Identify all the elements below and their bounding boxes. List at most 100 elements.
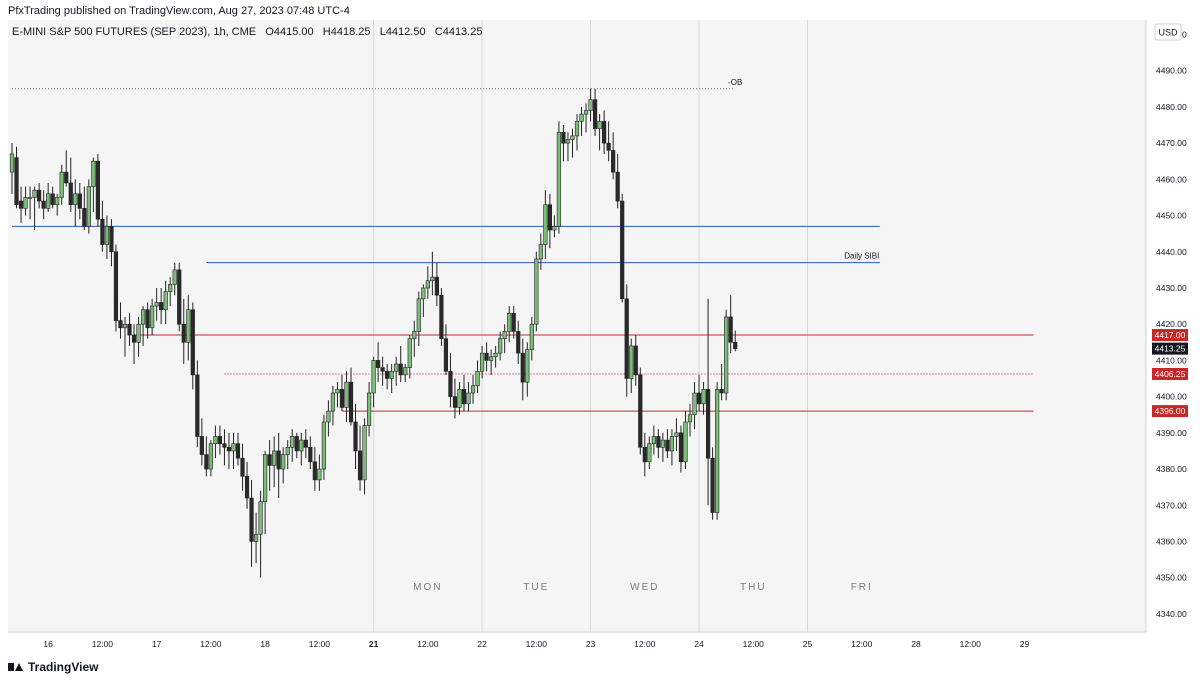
candle-body-51 <box>240 457 245 477</box>
candle-body-34 <box>163 291 168 311</box>
candle-body-114 <box>525 349 530 383</box>
candle-body-108 <box>498 338 503 354</box>
session-separators <box>373 20 809 632</box>
y-tick-label-2: 4360.00 <box>1156 536 1187 546</box>
candle-body-27 <box>131 334 137 343</box>
candle-body-157 <box>719 389 724 394</box>
candle-body-80 <box>371 360 376 394</box>
candle-body-86 <box>398 363 403 376</box>
y-tick-label-11: 4450.00 <box>1156 211 1187 221</box>
candle-body-138 <box>633 345 638 376</box>
candle-body-16 <box>82 208 87 227</box>
x-tick-label-17: 12:00 <box>960 639 982 649</box>
x-tick-label-6: 21 <box>369 639 379 649</box>
candle-body-101 <box>466 392 471 405</box>
x-tick-label-7: 12:00 <box>417 639 439 649</box>
candle-body-6 <box>37 189 42 202</box>
candle-body-147 <box>674 432 679 437</box>
currency-badge[interactable] <box>1154 23 1182 41</box>
open-label: O <box>265 26 274 38</box>
candle-body-148 <box>678 432 684 463</box>
x-tick-label-3: 12:00 <box>200 639 222 649</box>
level-badge-4-bg <box>1152 367 1188 380</box>
candle-body-110 <box>507 313 512 332</box>
candle-body-109 <box>502 331 507 339</box>
candle-body-9 <box>50 193 55 205</box>
candle-body-30 <box>145 309 150 329</box>
candle-body-126 <box>579 113 584 122</box>
candle-body-15 <box>77 193 82 209</box>
candle-body-155 <box>710 457 715 513</box>
candle-body-95 <box>439 294 444 339</box>
y-tick-label-5: 4390.00 <box>1156 428 1187 438</box>
candle-body-57 <box>267 454 272 466</box>
last-price-badge-text: 4413.25 <box>1155 344 1186 354</box>
candle-body-56 <box>263 454 268 502</box>
candle-body-12 <box>64 171 69 184</box>
candle-body-19 <box>95 160 100 220</box>
candle-body-45 <box>213 436 218 444</box>
y-tick-label-0: 4340.00 <box>1156 609 1187 619</box>
close-value: 4413.25 <box>442 26 483 38</box>
x-tick-label-18: 29 <box>1020 639 1030 649</box>
candle-body-87 <box>403 367 408 376</box>
high-value: 4418.25 <box>330 26 371 38</box>
y-tick-label-7: 4410.00 <box>1156 355 1187 365</box>
candle-body-20 <box>100 218 105 245</box>
session-label-1: TUE <box>523 582 549 593</box>
candle-body-24 <box>118 320 123 329</box>
candle-body-112 <box>516 331 521 354</box>
candle-body-113 <box>520 352 525 383</box>
candle-body-132 <box>606 142 611 151</box>
y-tick-label-10: 4440.00 <box>1156 247 1187 257</box>
high-label: H <box>322 26 331 38</box>
low-value: 4412.50 <box>385 26 426 38</box>
brand-label: TradingView <box>28 660 99 674</box>
candle-body-74 <box>344 381 349 408</box>
candle-body-35 <box>168 284 173 292</box>
candle-body-17 <box>86 186 91 227</box>
level-label-2: Daily SIBI <box>844 252 879 261</box>
candle-body-154 <box>705 389 711 459</box>
candle-body-90 <box>416 298 421 332</box>
candle-body-18 <box>91 160 96 187</box>
candle-body-133 <box>611 150 616 173</box>
x-tick-label-9: 12:00 <box>526 639 548 649</box>
candle-body-48 <box>226 447 232 452</box>
candle-body-14 <box>73 193 78 205</box>
candle-body-75 <box>348 381 354 423</box>
candle-body-13 <box>68 182 73 205</box>
symbol-name: E-MINI S&P 500 FUTURES (SEP 2023), 1h, C… <box>12 26 257 38</box>
candle-body-134 <box>615 171 620 202</box>
price-badges: 4417.00 4406.25 4396.00 4413.25 <box>1152 329 1188 418</box>
candle-body-31 <box>150 305 155 329</box>
candle-body-44 <box>208 443 213 470</box>
candle-body-4 <box>27 197 33 199</box>
candle-body-28 <box>136 323 141 343</box>
candle-body-99 <box>457 389 462 408</box>
candle-body-122 <box>561 131 566 144</box>
plot-area[interactable] <box>8 20 1146 632</box>
price-axis[interactable] <box>1146 20 1200 632</box>
candle-body-94 <box>434 276 439 296</box>
candle-body-54 <box>253 533 259 542</box>
candle-body-120 <box>552 226 557 231</box>
candle-body-53 <box>249 497 254 542</box>
candle-body-2 <box>18 200 24 209</box>
candle-body-159 <box>728 316 733 343</box>
candle-body-119 <box>547 204 552 231</box>
candle-body-97 <box>448 370 453 397</box>
candle-body-23 <box>113 251 119 321</box>
candle-body-135 <box>620 200 625 300</box>
candle-body-85 <box>394 363 399 372</box>
level-badge-5-text: 4396.00 <box>1155 406 1186 416</box>
candle-body-42 <box>199 436 204 455</box>
candle-body-73 <box>339 389 345 408</box>
candle-body-29 <box>140 309 146 325</box>
candle-body-70 <box>326 410 331 423</box>
y-tick-label-9: 4430.00 <box>1156 283 1187 293</box>
x-tick-label-1: 12:00 <box>92 639 114 649</box>
candle-body-83 <box>385 370 390 379</box>
time-axis[interactable] <box>8 632 1146 654</box>
